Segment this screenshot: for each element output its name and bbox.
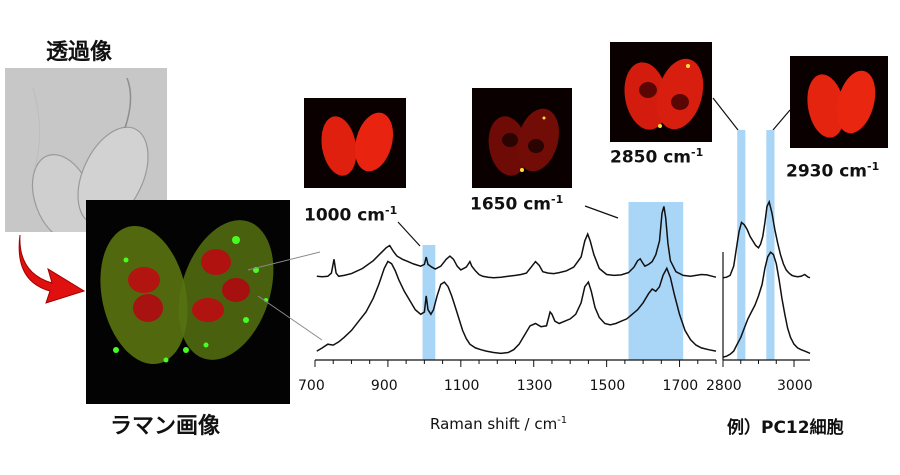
- band-label-1000: 1000 cm-1: [304, 204, 398, 226]
- raman-map-2930: [790, 56, 888, 148]
- transmission-label: 透過像: [46, 40, 113, 65]
- example-label: 例）PC12細胞: [727, 418, 844, 438]
- highlight-band-2: [737, 130, 746, 360]
- spectrum-curves: [316, 199, 811, 358]
- x-axis-title: Raman shift / cm-1: [430, 415, 568, 433]
- x-tick-label-1300: 1300: [516, 378, 553, 394]
- highlight-band-0: [422, 245, 436, 360]
- arrow-icon: [12, 225, 92, 309]
- x-tick-label-900: 900: [370, 378, 398, 394]
- raman-image: [86, 200, 290, 404]
- x-tick-label-1100: 1100: [443, 378, 480, 394]
- spectrum-line-0-region1: [316, 206, 717, 279]
- axes: [314, 252, 810, 367]
- x-tick-label-2800: 2800: [706, 378, 742, 394]
- raman-image-label: ラマン画像: [110, 414, 221, 439]
- highlight-band-3: [766, 130, 775, 360]
- spectrum-line-0-region2: [722, 199, 811, 279]
- x-tick-label-3000: 3000: [777, 378, 813, 394]
- band-label-2850: 2850 cm-1: [610, 146, 704, 168]
- x-tick-label-1700: 1700: [662, 378, 699, 394]
- x-tick-label-1500: 1500: [589, 378, 626, 394]
- raman-map-1000: [304, 98, 406, 188]
- spectrum-line-1-region2: [722, 251, 811, 358]
- band-label-1650: 1650 cm-1: [470, 193, 564, 215]
- x-tick-label-700: 700: [298, 378, 325, 394]
- raman-map-1650: [472, 88, 572, 188]
- raman-cells-drawing: [86, 200, 290, 404]
- raman-map-2850: [610, 42, 712, 142]
- band-label-2930: 2930 cm-1: [786, 160, 880, 182]
- highlight-band-1: [628, 202, 684, 360]
- highlight-bands: [422, 130, 775, 360]
- spectrum-line-1-region1: [316, 260, 717, 355]
